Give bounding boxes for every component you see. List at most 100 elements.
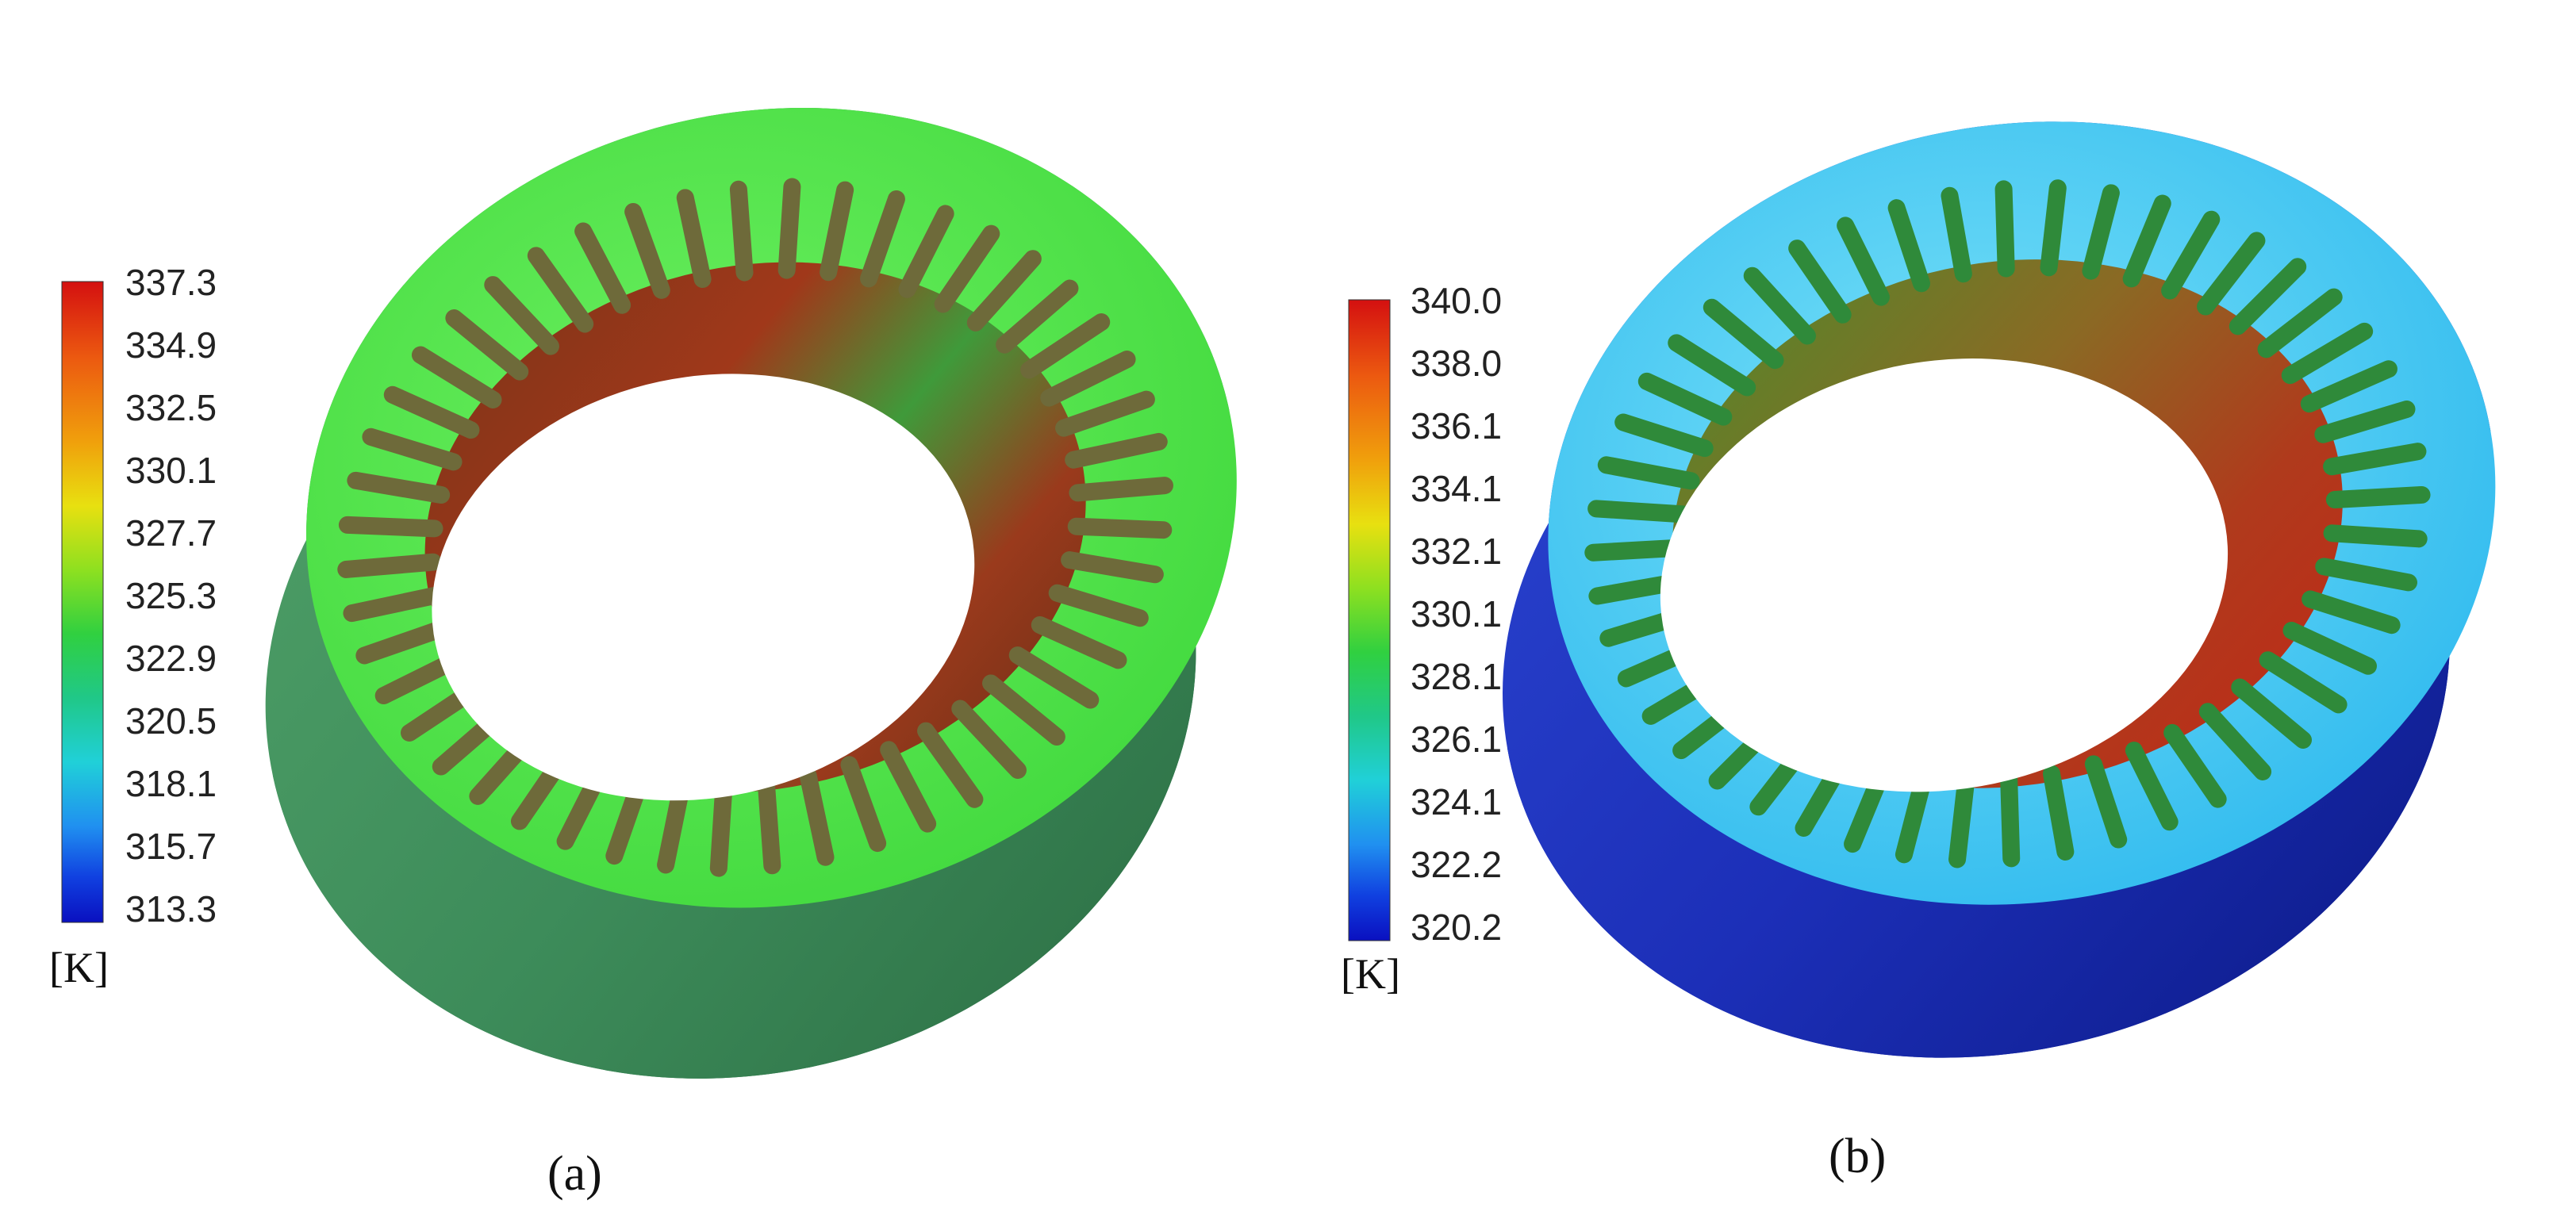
tick-label: 330.1 <box>1411 593 1502 635</box>
slot <box>898 205 954 298</box>
slot <box>2302 590 2401 635</box>
slot <box>2163 723 2227 808</box>
colorbar-b <box>1348 299 1391 941</box>
slot <box>1668 334 1756 397</box>
slot <box>1065 432 1168 469</box>
tick-label: 340.0 <box>1411 280 1502 321</box>
slot <box>2282 622 2377 675</box>
slot <box>2125 742 2179 831</box>
slot <box>2323 524 2428 548</box>
tick-label: 322.2 <box>1411 844 1502 885</box>
slot <box>1040 351 1136 407</box>
tick-label: 324.1 <box>1411 781 1502 822</box>
slot <box>1069 477 1173 502</box>
slot <box>777 178 801 279</box>
tick-label: 320.2 <box>1411 907 1502 948</box>
tick-label: 332.5 <box>125 387 217 428</box>
tick-label: 334.1 <box>1411 468 1502 509</box>
caption-a: (a) <box>547 1147 602 1201</box>
slot <box>880 741 937 833</box>
colorbar-b-ticks: 340.0 338.0 336.1 334.1 332.1 330.1 328.… <box>1411 280 1502 948</box>
slot <box>1887 199 1930 293</box>
tick-label: 336.1 <box>1411 405 1502 447</box>
slot <box>757 773 781 875</box>
slot <box>2082 184 2120 280</box>
slot <box>574 222 632 314</box>
slot <box>951 700 1027 779</box>
slot <box>934 224 1000 313</box>
slot <box>1061 551 1164 584</box>
tick-label: 327.7 <box>125 512 217 554</box>
tick-label: 338.0 <box>1411 343 1502 384</box>
tick-label: 337.3 <box>125 262 217 303</box>
slot <box>2325 485 2431 509</box>
slot <box>2229 258 2307 335</box>
slot <box>2281 322 2374 385</box>
slot <box>1055 390 1155 437</box>
slot <box>917 722 984 808</box>
panel-b: 340.0 338.0 336.1 334.1 332.1 330.1 328.… <box>1341 121 2496 1183</box>
caption-b: (b) <box>1829 1129 1886 1183</box>
tick-label: 328.1 <box>1411 656 1502 697</box>
slot <box>2315 558 2417 592</box>
slot <box>362 427 463 471</box>
tick-label: 315.7 <box>125 826 217 867</box>
stator-b-opening <box>1660 358 2229 792</box>
tick-label: 322.9 <box>125 638 217 679</box>
slot <box>624 202 670 299</box>
tick-label: 332.1 <box>1411 531 1502 572</box>
colorbar-a-ticks: 337.3 334.9 332.5 330.1 327.7 325.3 322.… <box>125 262 217 930</box>
slot <box>1994 180 2015 278</box>
slot <box>2231 678 2313 749</box>
slot <box>840 756 887 853</box>
slot <box>383 385 480 439</box>
slot <box>1031 615 1127 669</box>
slot <box>2259 651 2348 714</box>
slot <box>343 586 447 623</box>
slot <box>2000 770 2021 868</box>
slot <box>527 247 594 333</box>
slot <box>966 250 1042 332</box>
stator-a <box>265 108 1237 1079</box>
slot <box>484 276 559 355</box>
slot <box>2314 400 2416 443</box>
slot <box>445 309 529 381</box>
slot <box>1614 413 1714 458</box>
slot <box>2122 194 2171 288</box>
slot <box>2197 232 2266 316</box>
stator-b <box>1503 121 2496 1058</box>
slot <box>347 471 451 504</box>
unit-label-a: [K] <box>49 944 109 991</box>
slot <box>2257 288 2343 358</box>
slot <box>355 618 456 665</box>
slot <box>411 346 502 408</box>
slot <box>1020 313 1111 379</box>
slot <box>1584 539 1689 562</box>
stator-a-opening <box>432 374 975 801</box>
tick-label: 326.1 <box>1411 719 1502 760</box>
slot <box>1941 186 1972 283</box>
slot <box>2323 443 2427 476</box>
tick-label: 330.1 <box>125 450 217 491</box>
slot <box>1067 517 1173 539</box>
colorbar-a <box>61 281 104 923</box>
slot <box>982 674 1065 746</box>
slot <box>337 553 442 578</box>
slot <box>1837 217 1890 306</box>
slot <box>799 767 835 866</box>
slot <box>2300 360 2397 413</box>
slot <box>1597 456 1700 490</box>
slot <box>1788 240 1852 324</box>
tick-label: 313.3 <box>125 888 217 930</box>
slot <box>2084 755 2128 849</box>
slot <box>676 189 712 289</box>
slot <box>2161 210 2221 300</box>
tick-label: 334.9 <box>125 324 217 366</box>
tick-label: 325.3 <box>125 575 217 616</box>
slot <box>709 776 733 877</box>
slot <box>1948 771 1975 868</box>
tick-label: 318.1 <box>125 763 217 804</box>
unit-label-b: [K] <box>1341 950 1400 998</box>
slot <box>1743 266 1816 345</box>
